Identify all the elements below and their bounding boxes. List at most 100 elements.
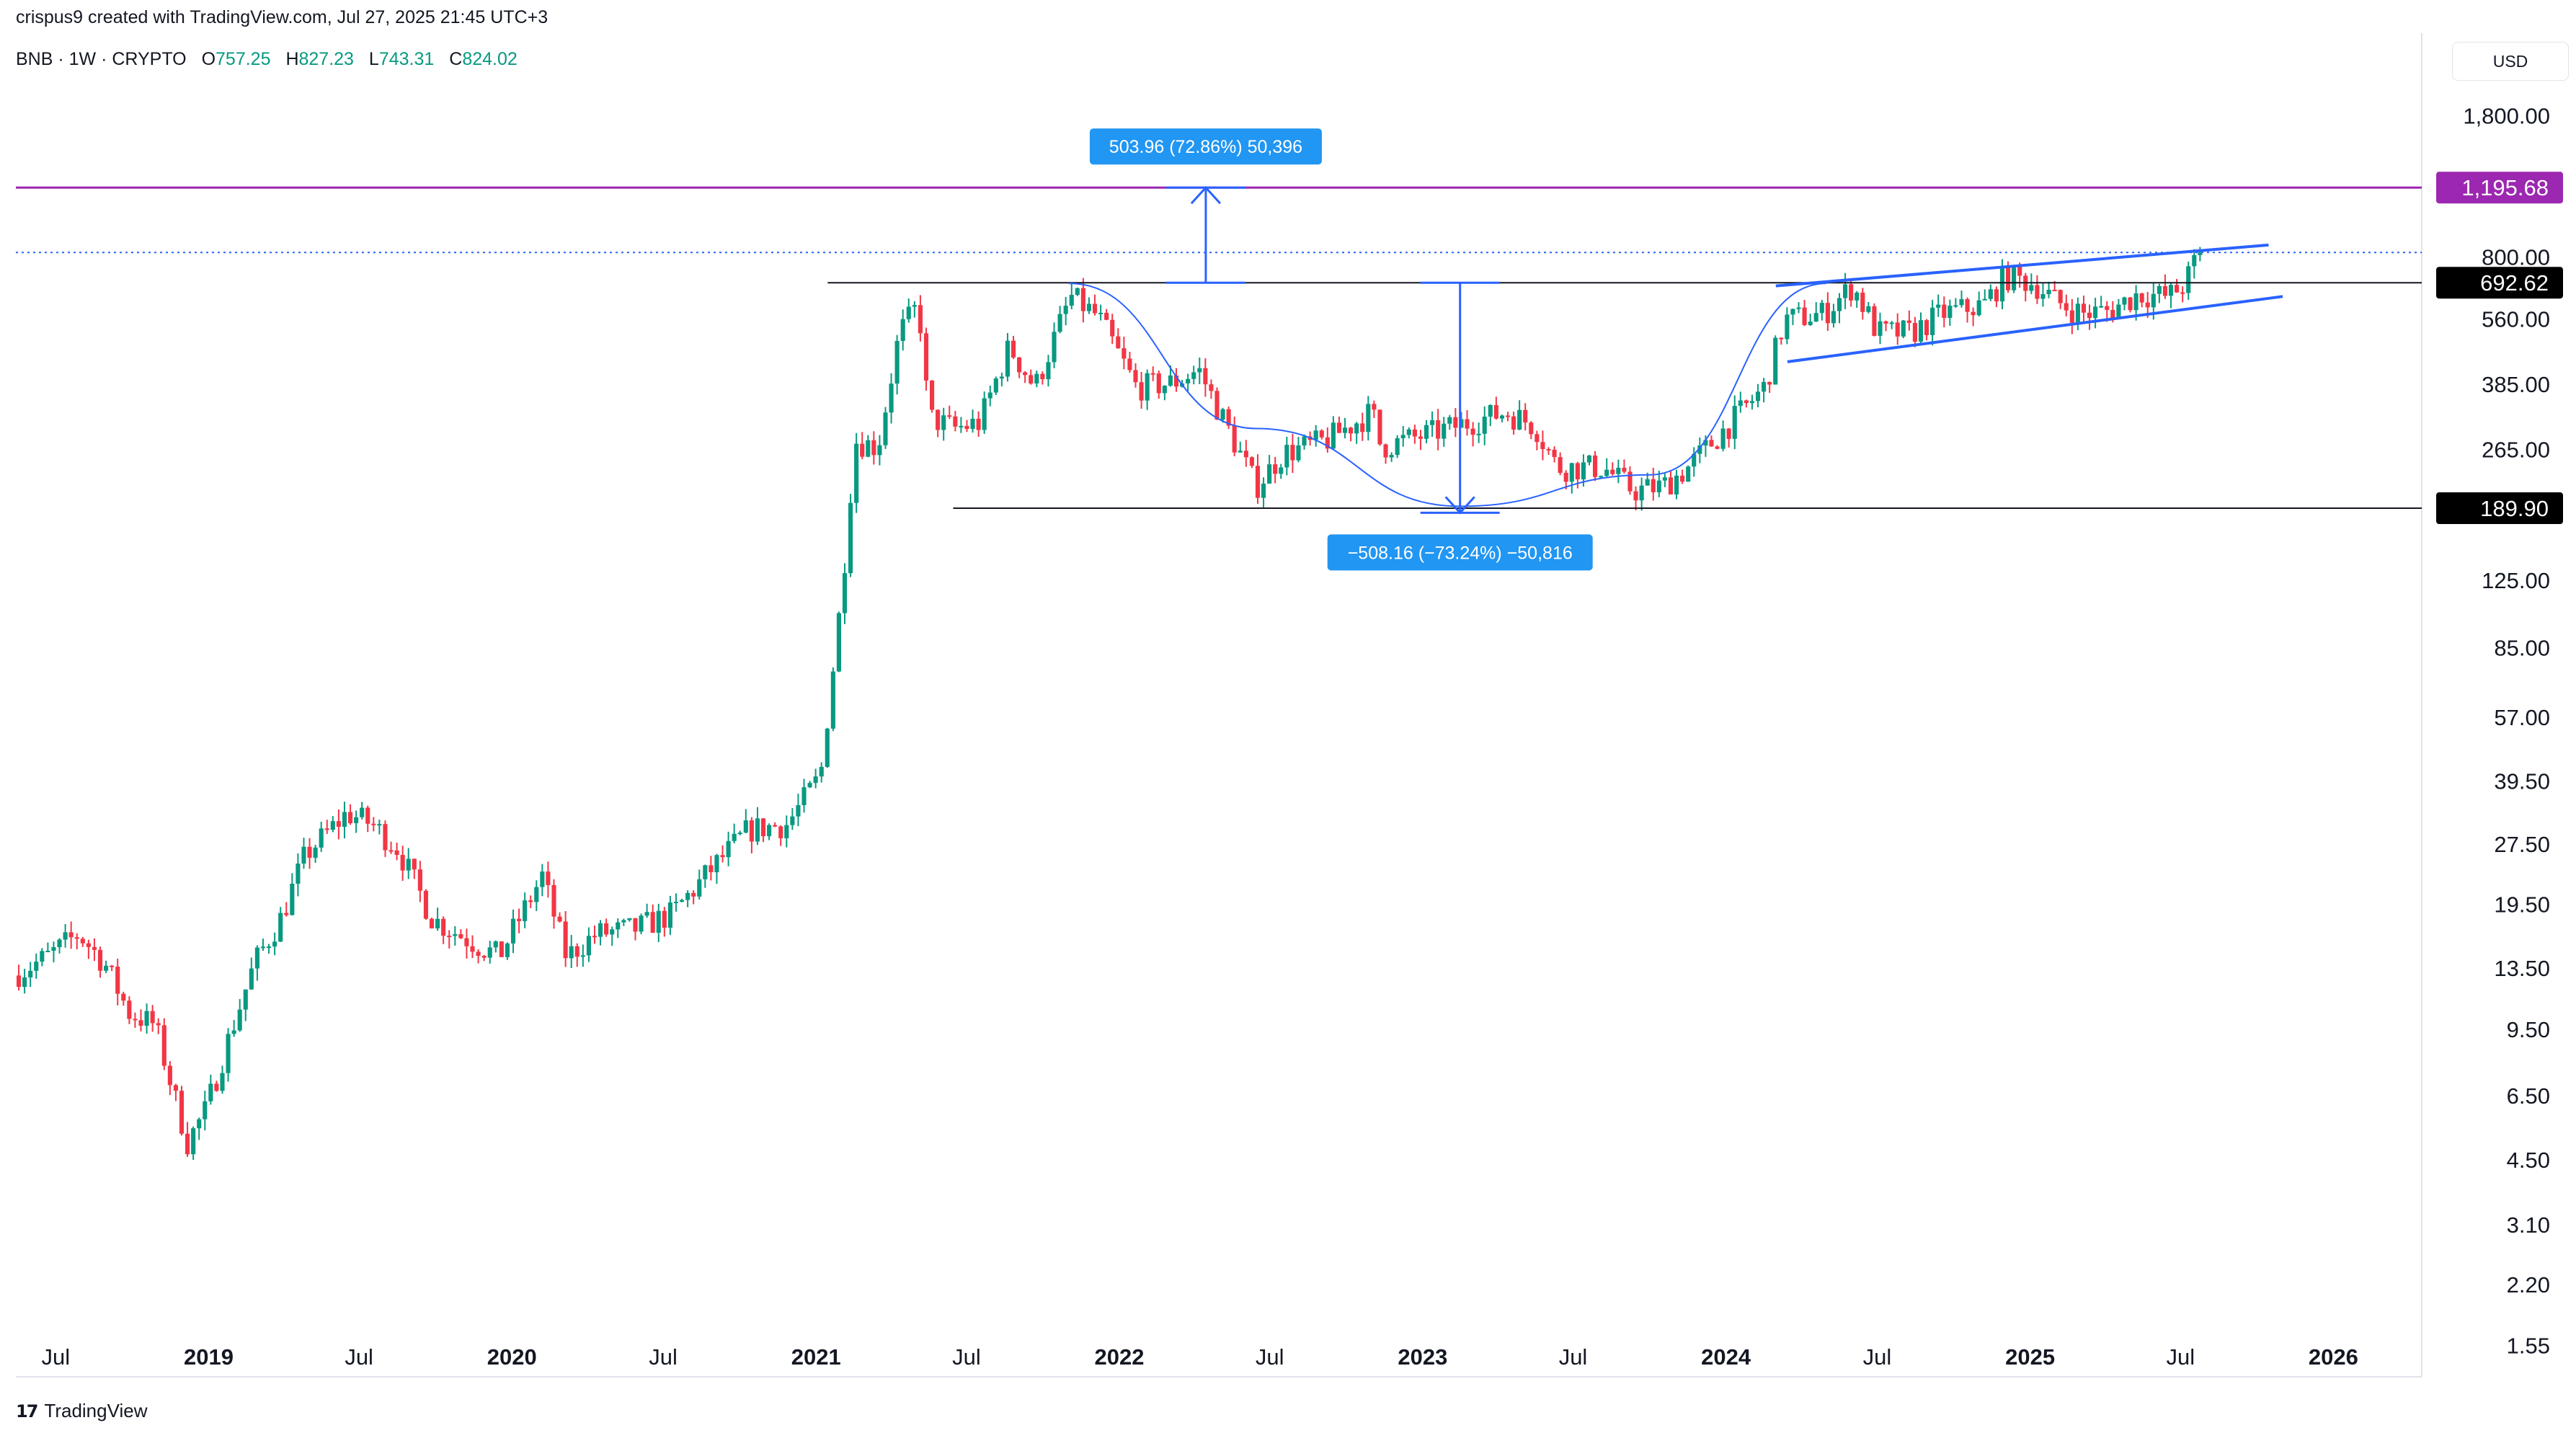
candle-body bbox=[2105, 306, 2110, 310]
currency-button[interactable]: USD bbox=[2452, 42, 2569, 81]
candle-body bbox=[557, 916, 562, 922]
candle-body bbox=[156, 1023, 161, 1026]
candle-body bbox=[1674, 475, 1679, 494]
candle-body bbox=[1912, 322, 1917, 342]
candle-body bbox=[1005, 340, 1011, 377]
candle-body bbox=[1057, 314, 1062, 332]
candle-body bbox=[435, 918, 440, 928]
candle-body bbox=[574, 946, 579, 957]
candle-body bbox=[481, 956, 487, 958]
candle-body bbox=[1813, 313, 1818, 322]
candle-body bbox=[1092, 303, 1098, 314]
candle-body bbox=[214, 1083, 219, 1091]
candle-body bbox=[2198, 252, 2203, 255]
candle-body bbox=[254, 947, 259, 969]
x-tick-label: Jul bbox=[1863, 1344, 1892, 1370]
x-tick-label: 2025 bbox=[2005, 1344, 2055, 1370]
candle-body bbox=[28, 970, 33, 977]
candle-body bbox=[923, 333, 929, 381]
y-tick-label: 1,800.00 bbox=[2463, 103, 2550, 128]
candle-body bbox=[1785, 314, 1790, 340]
candle-body bbox=[493, 941, 498, 948]
candle-body bbox=[1575, 463, 1580, 479]
candle-body bbox=[1342, 427, 1348, 433]
y-tick-label: 19.50 bbox=[2494, 892, 2550, 917]
candle-body bbox=[720, 855, 725, 858]
x-tick-label: Jul bbox=[952, 1344, 981, 1370]
candle-body bbox=[1465, 419, 1470, 429]
candle-body bbox=[685, 892, 690, 900]
chart-credit: crispus9 created with TradingView.com, J… bbox=[16, 7, 548, 27]
candle-body bbox=[307, 846, 312, 858]
candle-body bbox=[2075, 303, 2080, 323]
candle-body bbox=[1238, 451, 1243, 453]
candle-body bbox=[57, 939, 62, 948]
candle-body bbox=[650, 912, 655, 933]
candle-body bbox=[2069, 310, 2074, 323]
candle-body bbox=[45, 951, 50, 953]
candle-body bbox=[1331, 422, 1336, 449]
channel-line-upper bbox=[1775, 243, 2269, 288]
candle-body bbox=[296, 864, 301, 884]
candle-body bbox=[1436, 420, 1441, 439]
candle-body bbox=[1034, 373, 1039, 383]
price-label-resistance: 692.62 bbox=[2480, 270, 2549, 296]
candle-body bbox=[871, 440, 876, 456]
candle-body bbox=[260, 946, 266, 949]
price-label-box-target bbox=[2436, 172, 2563, 204]
tradingview-logo-icon[interactable]: 17 bbox=[16, 1401, 38, 1421]
candle-body bbox=[790, 816, 795, 825]
candle-body bbox=[2157, 285, 2162, 294]
candle-body bbox=[877, 445, 882, 456]
open-label: O bbox=[201, 49, 216, 69]
candle-body bbox=[1075, 288, 1080, 296]
candle-body bbox=[347, 812, 353, 824]
candle-body bbox=[63, 932, 68, 940]
candle-body bbox=[1354, 423, 1359, 434]
y-tick-label: 9.50 bbox=[2507, 1017, 2550, 1042]
candle-body bbox=[278, 913, 283, 942]
candle-body bbox=[1668, 477, 1674, 494]
candle-body bbox=[1802, 307, 1807, 325]
symbol-label[interactable]: BNB · 1W · CRYPTO bbox=[16, 49, 187, 69]
candle-body bbox=[1156, 373, 1161, 394]
x-tick-label: 2023 bbox=[1398, 1344, 1447, 1370]
candle-body bbox=[1127, 358, 1132, 371]
y-tick-label: 800.00 bbox=[2482, 244, 2550, 270]
candle-body bbox=[1959, 299, 1964, 306]
candle-body bbox=[1709, 440, 1714, 447]
candle-body bbox=[1581, 462, 1586, 479]
candle-body bbox=[1453, 417, 1458, 428]
candle-body bbox=[2122, 297, 2127, 305]
candle-body bbox=[813, 776, 818, 784]
price-label-box-resistance bbox=[2436, 267, 2563, 299]
candle-body bbox=[836, 613, 842, 672]
candle-body bbox=[1953, 305, 1958, 307]
candle-body bbox=[1592, 455, 1598, 477]
candle-body bbox=[854, 443, 859, 503]
candle-body bbox=[92, 946, 97, 950]
candle-body bbox=[2029, 285, 2034, 291]
candle-body bbox=[714, 855, 719, 873]
candle-body bbox=[1488, 404, 1493, 417]
candle-body bbox=[1895, 322, 1900, 337]
candle-body bbox=[1906, 320, 1911, 323]
y-tick-label: 57.00 bbox=[2494, 705, 2550, 730]
candle-body bbox=[604, 923, 609, 935]
candle-body bbox=[1232, 425, 1237, 453]
candle-body bbox=[2180, 292, 2185, 294]
candle-body bbox=[1552, 449, 1557, 458]
candle-body bbox=[1302, 436, 1307, 445]
candle-body bbox=[51, 947, 56, 951]
candle-body bbox=[737, 833, 742, 835]
candle-body bbox=[40, 951, 45, 962]
candle-body bbox=[249, 968, 254, 990]
close-value: 824.02 bbox=[462, 49, 518, 69]
candle-body bbox=[1866, 306, 1871, 312]
candle-body bbox=[1395, 438, 1400, 456]
candle-body bbox=[1901, 320, 1906, 337]
candle-body bbox=[1290, 445, 1295, 461]
candle-body bbox=[732, 833, 737, 841]
x-tick-label: Jul bbox=[1559, 1344, 1588, 1370]
